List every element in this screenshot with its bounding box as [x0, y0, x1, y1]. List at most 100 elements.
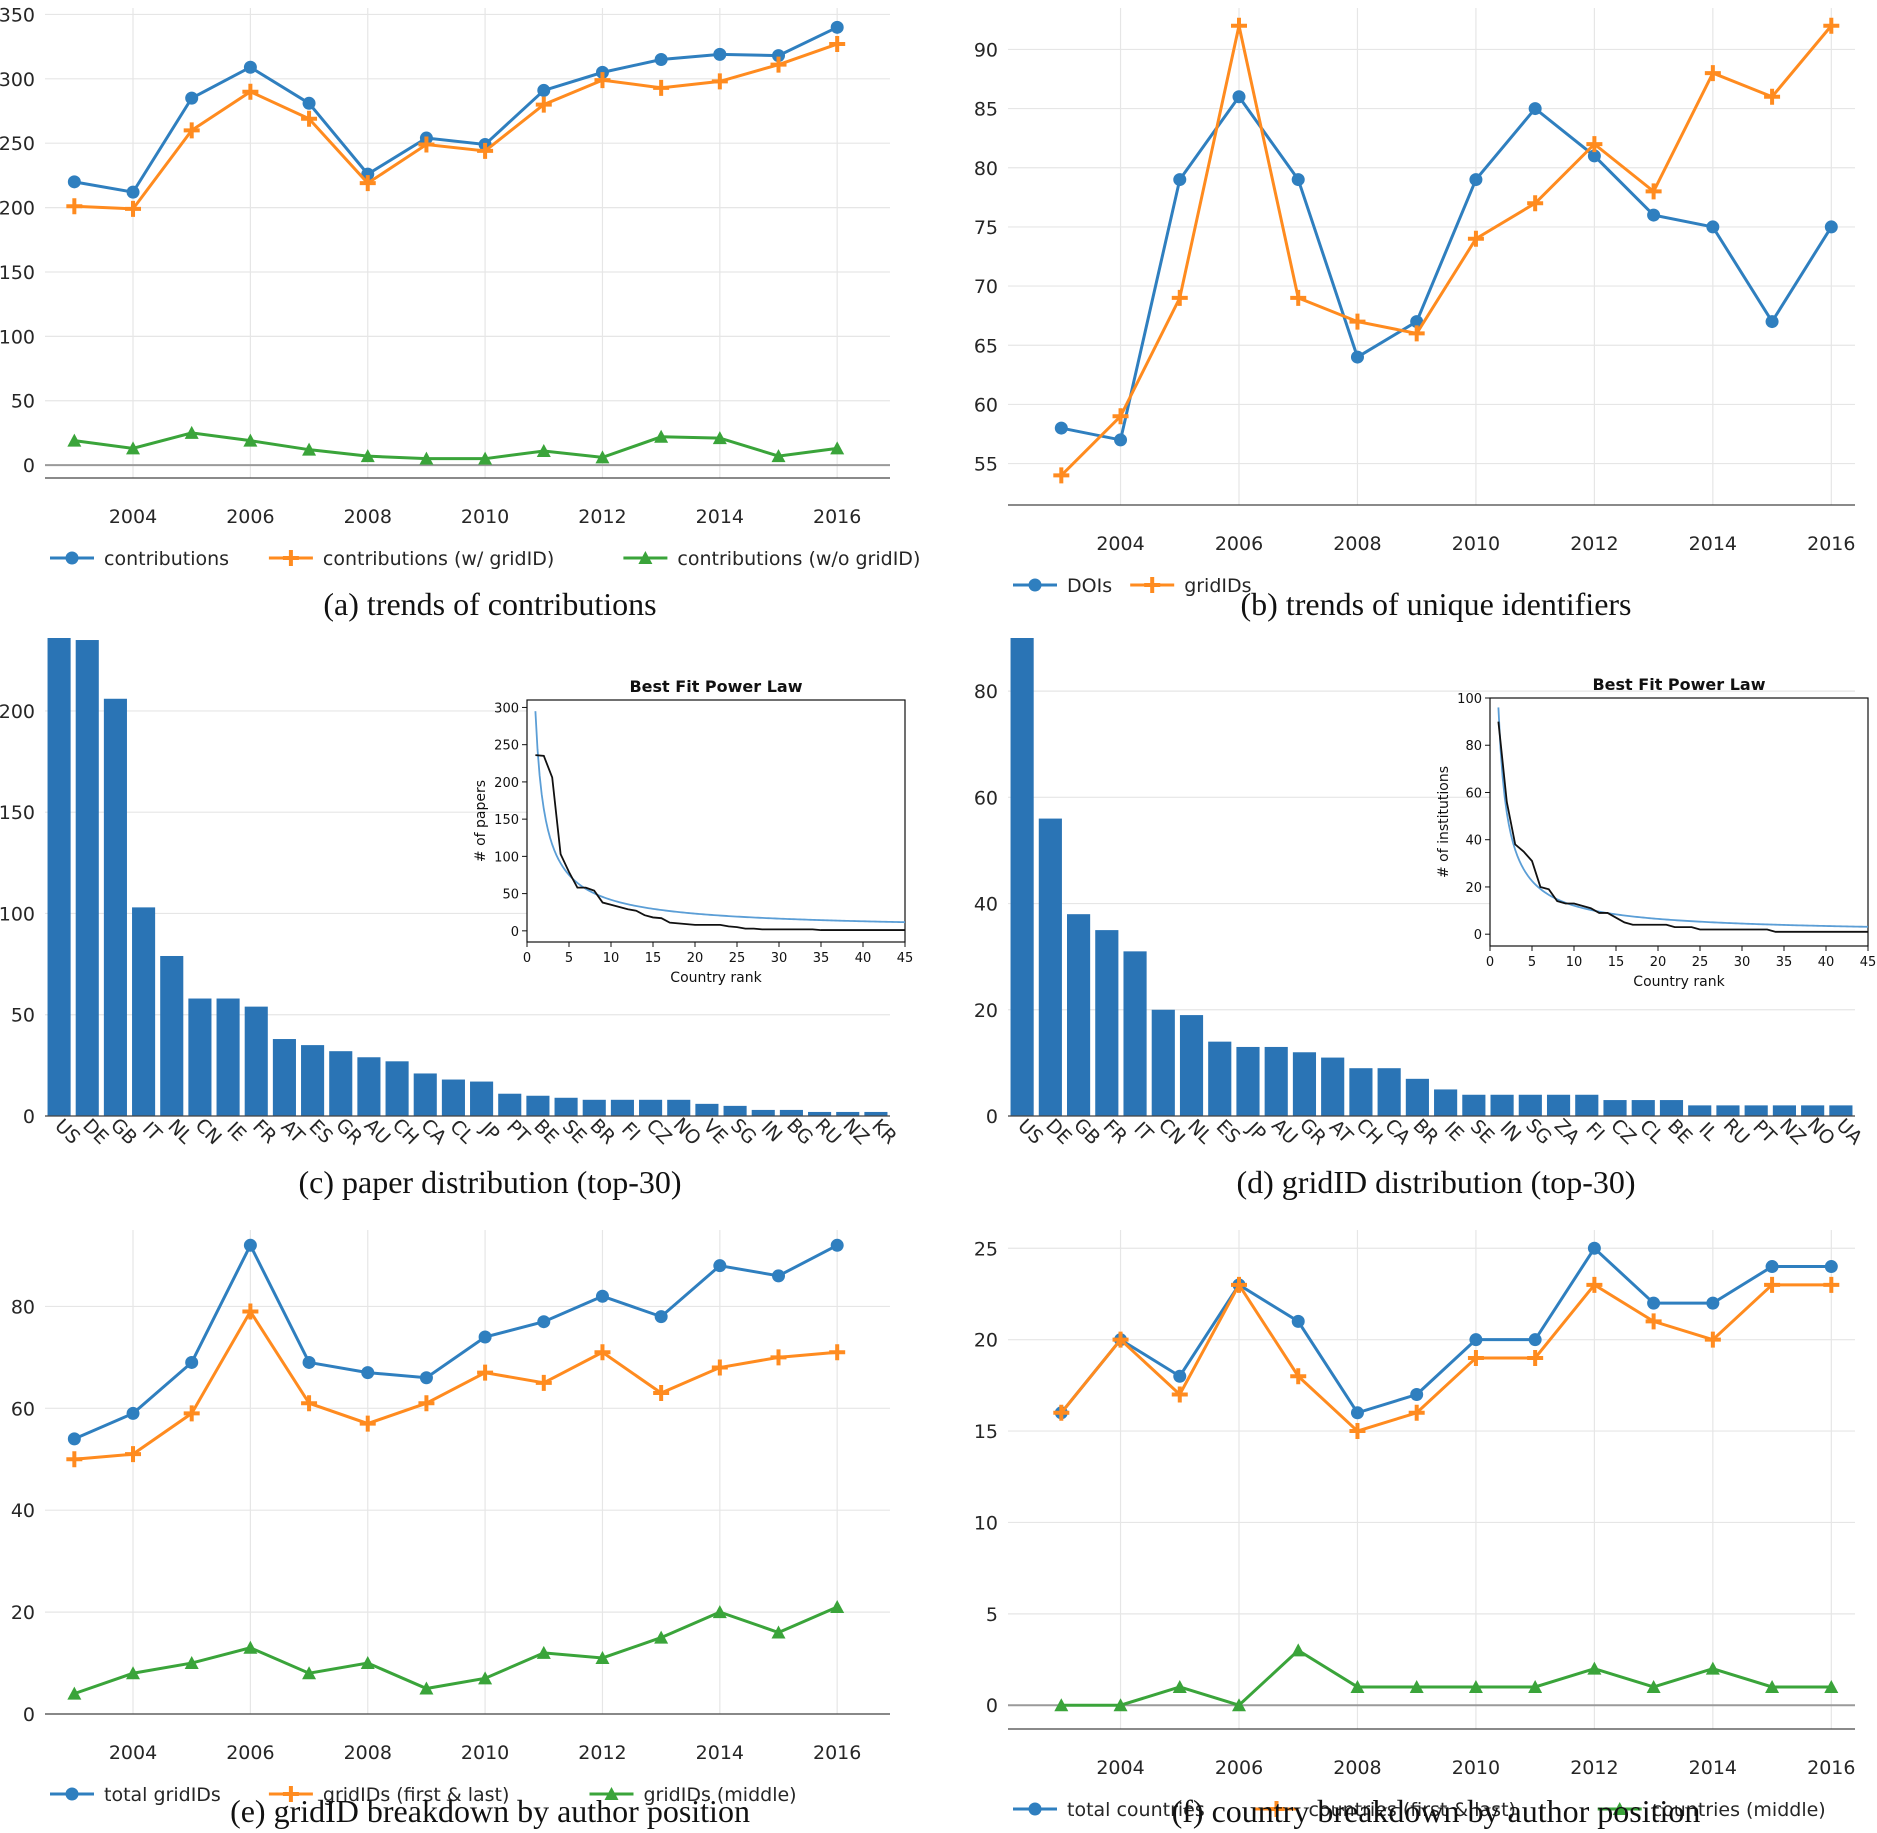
chart-d-svg: 020406080USDEGBFRITCNNLESJPAUGRATCHCABRI…: [974, 638, 1876, 1150]
bar-ZA: [1546, 1094, 1571, 1116]
legend-marker: [1028, 578, 1042, 592]
inset-y-tick-label: 0: [1474, 928, 1482, 943]
y-tick-label: 60: [974, 394, 998, 416]
bar-US: [47, 638, 71, 1116]
bar-FR: [1095, 930, 1119, 1116]
x-tick-label: 2010: [461, 506, 509, 528]
x-tick-label: PT: [1748, 1116, 1780, 1148]
series-1: [66, 1303, 846, 1468]
caption-a: (a) trends of contributions: [323, 586, 657, 622]
legend-label: countries (middle): [1652, 1799, 1826, 1821]
y-tick-label: 0: [986, 1106, 998, 1128]
x-tick-label: IN: [1496, 1117, 1526, 1147]
data-point: [361, 1366, 375, 1380]
chart-e-svg: 0 20 40 60 80 2004 2006 2008 2010 2012 2014 2016 tot…: [11, 1230, 890, 1806]
x-tick-label: CA: [1380, 1115, 1414, 1149]
x-tick-label: SE: [558, 1115, 591, 1148]
inset-x-label: Country rank: [670, 970, 762, 986]
bar-DE: [75, 640, 99, 1116]
series-line: [1060, 1281, 1832, 1433]
caption-d: (d) gridID distribution (top-30): [1236, 1164, 1636, 1200]
bar-BR: [582, 1099, 606, 1116]
data-point: [477, 142, 494, 159]
data-point: [830, 20, 844, 34]
data-point: [1173, 173, 1187, 187]
bar-FR: [244, 1006, 268, 1116]
y-tick-label: 0: [986, 1695, 998, 1717]
x-tick-label: 2010: [461, 1742, 509, 1764]
data-point: [1527, 1349, 1544, 1366]
x-tick-label: BE: [530, 1115, 563, 1148]
inset-data-line: [1497, 721, 1868, 933]
y-tick-label: 15: [974, 1421, 998, 1443]
series-0: [67, 1238, 844, 1446]
x-tick-label: NO: [1803, 1114, 1839, 1150]
x-tick-label: RU: [1719, 1114, 1754, 1149]
x-tick-label: IT: [138, 1118, 166, 1146]
x-tick-label: IN: [757, 1117, 787, 1147]
bar-CA: [1377, 1068, 1401, 1116]
data-point: [594, 72, 611, 89]
x-tick-label: GR: [331, 1114, 366, 1149]
series-line: [1061, 1648, 1832, 1707]
chart-a: 0 50 100 150 200 250 300 350 2004 2006 2008 2010 201…: [0, 0, 920, 570]
data-point: [595, 1650, 610, 1664]
data-point: [1587, 149, 1601, 163]
data-point: [125, 200, 142, 217]
x-tick-label: CZ: [642, 1115, 676, 1149]
legend-label: total gridIDs: [104, 1784, 221, 1806]
inset-x-tick-label: 25: [729, 951, 746, 966]
x-tick-label: AU: [360, 1114, 395, 1149]
chart-a-svg: 0 50 100 150 200 250 300 350 2004 2006 2008 2010 201…: [0, 4, 920, 570]
bar-GB: [103, 698, 127, 1116]
x-tick-label: SG: [1521, 1115, 1556, 1150]
series-line: [74, 42, 838, 211]
bar-CL: [441, 1079, 465, 1116]
data-point: [1705, 1661, 1720, 1675]
data-point: [419, 451, 434, 465]
bar-IE: [216, 998, 240, 1116]
bar-SE: [554, 1097, 578, 1116]
data-point: [829, 36, 846, 53]
y-tick-label: 0: [23, 1106, 35, 1128]
bar-BG: [779, 1109, 803, 1116]
x-tick-label: GB: [1069, 1114, 1104, 1149]
inset-x-tick-label: 15: [1608, 955, 1625, 970]
x-tick-label: DE: [1041, 1115, 1075, 1149]
bar-VE: [695, 1103, 719, 1116]
data-point: [654, 53, 668, 67]
data-point: [1114, 433, 1128, 447]
data-point: [243, 1640, 258, 1654]
data-point: [771, 1625, 786, 1639]
data-point: [419, 1681, 434, 1695]
x-tick-label: AU: [1267, 1114, 1302, 1149]
x-tick-label: 2004: [1096, 533, 1144, 555]
inset-x-tick-label: 5: [1528, 955, 1536, 970]
series-line: [1060, 24, 1833, 477]
series-line: [74, 431, 838, 461]
inset-y-tick-label: 60: [1465, 786, 1482, 801]
data-point: [1112, 1331, 1129, 1348]
grid: [1008, 1230, 1855, 1729]
bar-BE: [526, 1095, 550, 1116]
y-tick-label: 5: [986, 1604, 998, 1626]
data-point: [1172, 1679, 1187, 1693]
inset-y-tick-label: 40: [1465, 834, 1482, 849]
x-tick-label: SG: [726, 1115, 761, 1150]
data-point: [653, 79, 670, 96]
x-tick-label: UA: [1832, 1114, 1867, 1149]
data-point: [1586, 1276, 1603, 1293]
bar-CN: [1151, 1009, 1175, 1116]
bars: [1010, 638, 1853, 1116]
bar-GB: [1067, 914, 1091, 1116]
legend-label: gridIDs (middle): [644, 1784, 797, 1806]
x-tick-label: ZA: [1550, 1115, 1584, 1149]
inset-x-tick-label: 30: [771, 951, 788, 966]
inset-y-label: # of institutions: [1436, 766, 1452, 878]
x-tick-label: CZ: [1606, 1115, 1640, 1149]
inset-y-tick-label: 100: [1457, 692, 1482, 707]
bar-JP: [470, 1081, 494, 1116]
caption-e: (e) gridID breakdown by author position: [230, 1793, 750, 1829]
x-tick-label: 2008: [1333, 533, 1381, 555]
data-point: [711, 73, 728, 90]
